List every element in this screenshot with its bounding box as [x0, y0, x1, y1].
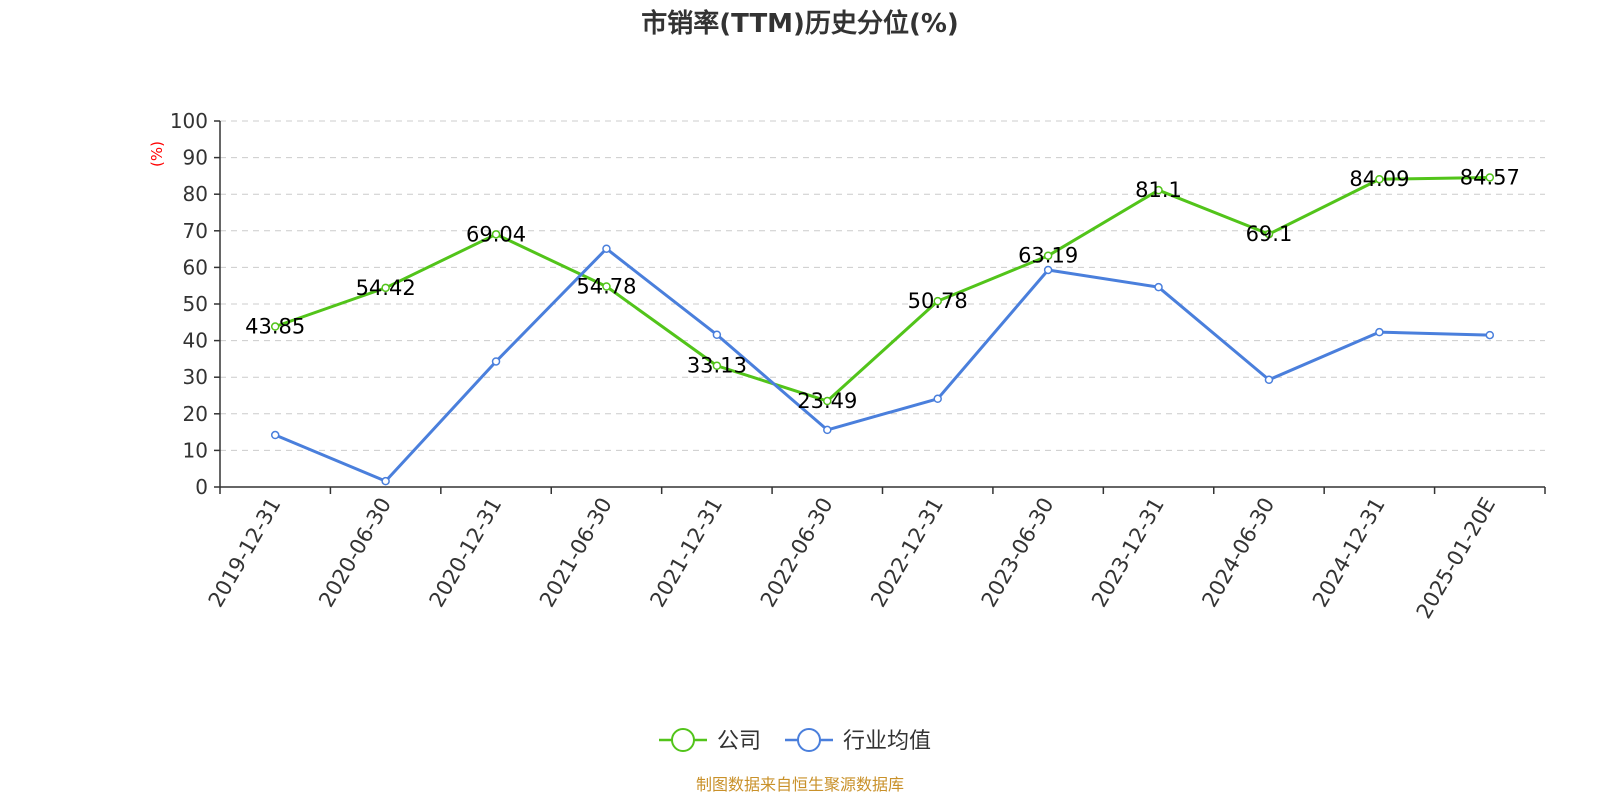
data-point [381, 283, 390, 293]
data-labels: 43.85 54.42 69.04 54.78 33.13 23.49 50.78 63.19… [245, 165, 1520, 413]
data-point [1154, 185, 1163, 195]
x-tick-label: 2022-12-31 [866, 493, 948, 611]
data-point [712, 361, 722, 370]
x-tick-labels: 2019-12-31 2020-06-30 2020-12-31 2021-06-30… [204, 493, 1500, 622]
data-label: 84.57 [1460, 165, 1520, 189]
data-point [1375, 327, 1384, 337]
legend-label: 公司 [717, 729, 761, 754]
data-point [1485, 330, 1495, 340]
data-point [712, 330, 722, 339]
x-tick-label: 2025-01-20E [1412, 494, 1500, 623]
data-point [1043, 265, 1053, 275]
data-point [1375, 174, 1384, 184]
x-tick-label: 2023-06-30 [977, 494, 1059, 612]
data-point [933, 394, 942, 404]
x-tick-label: 2023-12-31 [1087, 494, 1169, 612]
data-point [602, 244, 611, 253]
legend-item[interactable]: 公司 [659, 728, 761, 754]
data-label: 33.13 [687, 354, 747, 378]
data-label: 54.78 [576, 275, 636, 299]
data-point [381, 476, 390, 486]
y-tick-label: 80 [183, 182, 208, 206]
x-tick-label: 2021-06-30 [535, 494, 617, 612]
data-label: 23.49 [797, 389, 857, 413]
x-tick-label: 2024-12-31 [1308, 494, 1390, 612]
y-tick-label: 70 [183, 219, 208, 243]
data-point [602, 282, 611, 291]
data-point [1264, 229, 1274, 239]
data-label: 43.85 [245, 315, 305, 339]
series-group [270, 173, 1495, 486]
data-point [491, 230, 501, 239]
data-label: 81.1 [1135, 178, 1182, 202]
legend[interactable]: 公司 行业均值 [659, 728, 931, 754]
data-point [1485, 173, 1495, 182]
data-point [1043, 251, 1053, 260]
y-tick-label: 40 [183, 329, 208, 353]
data-point [823, 425, 832, 435]
data-label: 69.04 [466, 222, 526, 246]
y-axis-label: (%) [148, 141, 166, 167]
legend-marker-icon [671, 728, 695, 752]
x-tick-label: 2021-12-31 [645, 494, 727, 612]
data-point [270, 322, 280, 331]
legend-item[interactable]: 行业均值 [785, 728, 931, 754]
grid-lines [220, 120, 1545, 451]
series-line [274, 175, 1490, 403]
data-point [823, 396, 832, 406]
data-label: 84.09 [1349, 167, 1409, 191]
x-tick-label: 2020-12-31 [425, 493, 507, 611]
y-tick-label: 60 [183, 255, 208, 279]
x-tick-label: 2024-06-30 [1197, 494, 1279, 612]
y-tick-label: 90 [183, 146, 208, 170]
chart-title: 市销率(TTM)历史分位(%) [641, 8, 959, 39]
axes [214, 120, 1546, 494]
data-point [270, 430, 280, 440]
y-tick-label: 50 [183, 292, 208, 316]
x-tick-label: 2022-06-30 [756, 494, 838, 612]
y-tick-label: 30 [183, 365, 208, 389]
data-label: 69.1 [1246, 222, 1293, 246]
y-tick-labels: 0 10 20 30 40 50 60 70 80 90 100 [170, 109, 208, 499]
data-point [933, 296, 942, 306]
x-tick-label: 2020-06-30 [314, 494, 396, 612]
data-point [1154, 282, 1163, 292]
y-tick-label: 100 [170, 109, 208, 133]
legend-label: 行业均值 [843, 729, 931, 754]
y-tick-label: 10 [183, 438, 208, 462]
source-note: 制图数据来自恒生聚源数据库 [696, 775, 904, 794]
data-label: 50.78 [908, 289, 968, 313]
data-label: 63.19 [1018, 244, 1078, 268]
data-label: 54.42 [356, 276, 416, 300]
legend-marker-icon [797, 728, 821, 752]
series-line [274, 247, 1490, 483]
data-point [1264, 375, 1274, 385]
x-tick-label: 2019-12-31 [204, 494, 286, 612]
y-tick-label: 0 [195, 475, 208, 499]
data-point [491, 357, 501, 366]
y-tick-label: 20 [183, 402, 208, 426]
